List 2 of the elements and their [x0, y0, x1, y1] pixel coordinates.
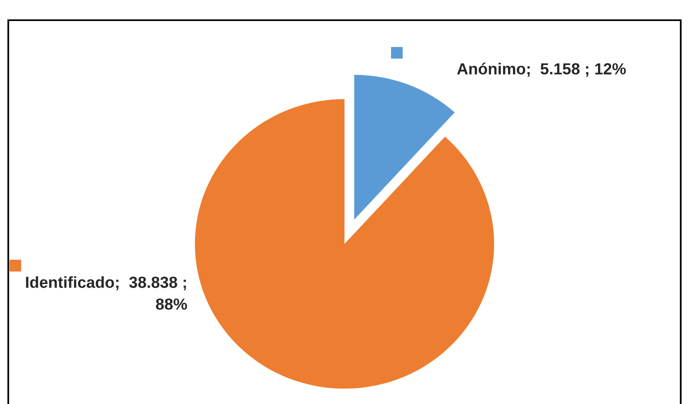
legend-label: Identificado; 38.838 ; 88% — [26, 276, 187, 310]
slice-label: Anónimo; 5.158 ; 12% — [457, 62, 626, 77]
